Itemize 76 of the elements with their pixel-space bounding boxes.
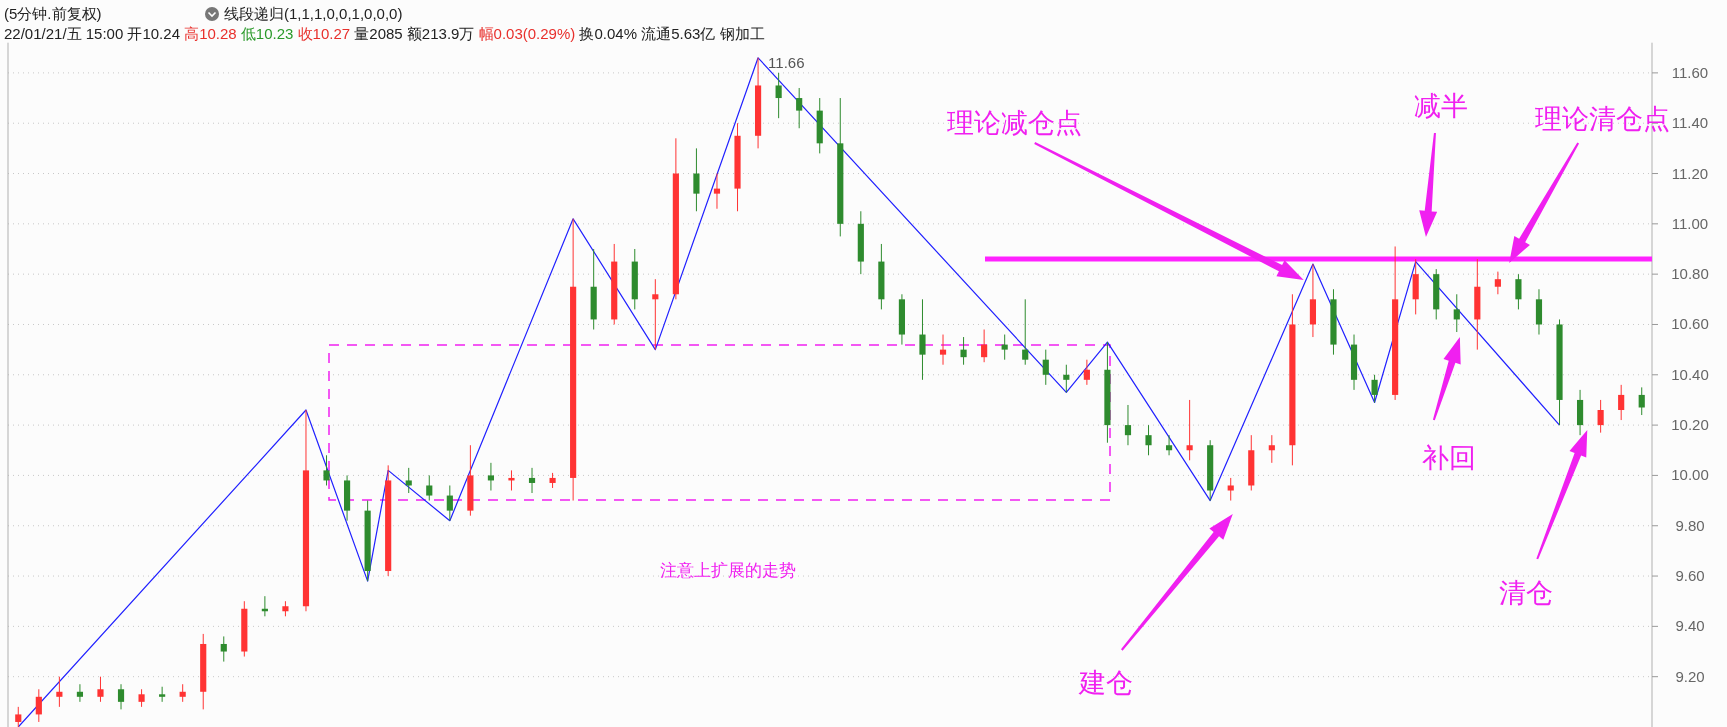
line-series (17, 57, 1561, 727)
candlestick (919, 298, 926, 381)
candlestick (446, 484, 453, 522)
y-tick-label: 10.00 (1671, 466, 1709, 484)
annotation: 建仓 (1077, 668, 1133, 698)
text: 低10.23 (236, 25, 294, 42)
annotation: 注意上扩展的走势 (660, 561, 796, 580)
chart-subtitle: 线段递归(1,1,1,0,0,1,0,0,0) (224, 5, 403, 22)
candlestick (1618, 384, 1625, 421)
text: 换0.04% (575, 25, 637, 42)
y-tick-label: 9.20 (1675, 667, 1705, 685)
candlestick (1042, 349, 1049, 386)
candlestick (796, 87, 803, 129)
candlestick (76, 683, 84, 703)
candlestick (35, 688, 42, 723)
text: 幅0.03(0.29%) (474, 25, 576, 42)
annotation: 理论减仓点 (947, 108, 1083, 138)
annotation: 减半 (1413, 91, 1468, 121)
candlestick (159, 686, 166, 703)
candlestick (1227, 477, 1234, 502)
y-tick-label: 10.40 (1671, 365, 1709, 383)
candlestick (1124, 404, 1132, 446)
annotation: 补回 (1421, 443, 1476, 473)
candlestick (775, 72, 782, 119)
candlestick (323, 454, 330, 486)
candlestick (1063, 364, 1070, 393)
candlestick (1022, 298, 1029, 366)
candlestick (1145, 424, 1152, 456)
y-tick-label: 11.40 (1671, 114, 1709, 132)
chart-title: (5分钟.前复权) (4, 5, 102, 22)
y-tick-label: 9.60 (1675, 567, 1705, 585)
candlestick (713, 173, 721, 210)
y-tick-label: 11.60 (1671, 63, 1709, 81)
candlestick (117, 683, 125, 710)
text: 额213.9万 (402, 25, 475, 42)
y-tick-label: 9.40 (1675, 617, 1705, 635)
y-tick-label: 10.60 (1671, 315, 1709, 333)
y-tick-label: 11.20 (1671, 164, 1709, 182)
annotation: 理论清仓点 (1534, 104, 1670, 134)
candlestick (220, 635, 227, 663)
candlestick (939, 334, 947, 366)
candlestick (1186, 399, 1193, 461)
candlestick (1165, 434, 1173, 456)
candlestick (426, 474, 433, 502)
candlestick (1453, 293, 1460, 333)
y-tick-label: 10.20 (1671, 416, 1709, 434)
candlestick (97, 676, 104, 703)
candlestick (1638, 386, 1645, 416)
text: 开10.24 (123, 25, 180, 42)
candlestick (1083, 359, 1090, 386)
candlestick (693, 147, 700, 212)
candlestick (652, 278, 659, 351)
candlestick (1494, 271, 1501, 295)
candlestick (528, 467, 536, 494)
candlestick (981, 329, 988, 363)
annotation: 11.66 (768, 54, 805, 71)
text: 收10.27 (293, 25, 351, 42)
candlestick (960, 336, 967, 366)
y-tick-label: 10.80 (1671, 265, 1709, 283)
candlestick (1515, 273, 1522, 310)
candlestick (487, 462, 495, 492)
text: 钢加工 (715, 25, 765, 42)
text: 量2085 (350, 25, 403, 42)
annotation: 清仓 (1499, 578, 1554, 608)
text: 流通5.63亿 (637, 25, 716, 42)
candlestick (1001, 334, 1008, 361)
text: 22/01/21/五 15:00 (4, 25, 124, 42)
candlestick (405, 467, 412, 494)
text: 高10.28 (179, 25, 237, 42)
candlestick (1597, 399, 1604, 434)
candlestick (1371, 374, 1378, 403)
y-tick-label: 9.80 (1675, 516, 1705, 534)
y-tick-label: 11.00 (1671, 214, 1709, 232)
candlestick (56, 676, 63, 708)
candlestick (15, 706, 22, 727)
candlestick (1268, 434, 1275, 464)
